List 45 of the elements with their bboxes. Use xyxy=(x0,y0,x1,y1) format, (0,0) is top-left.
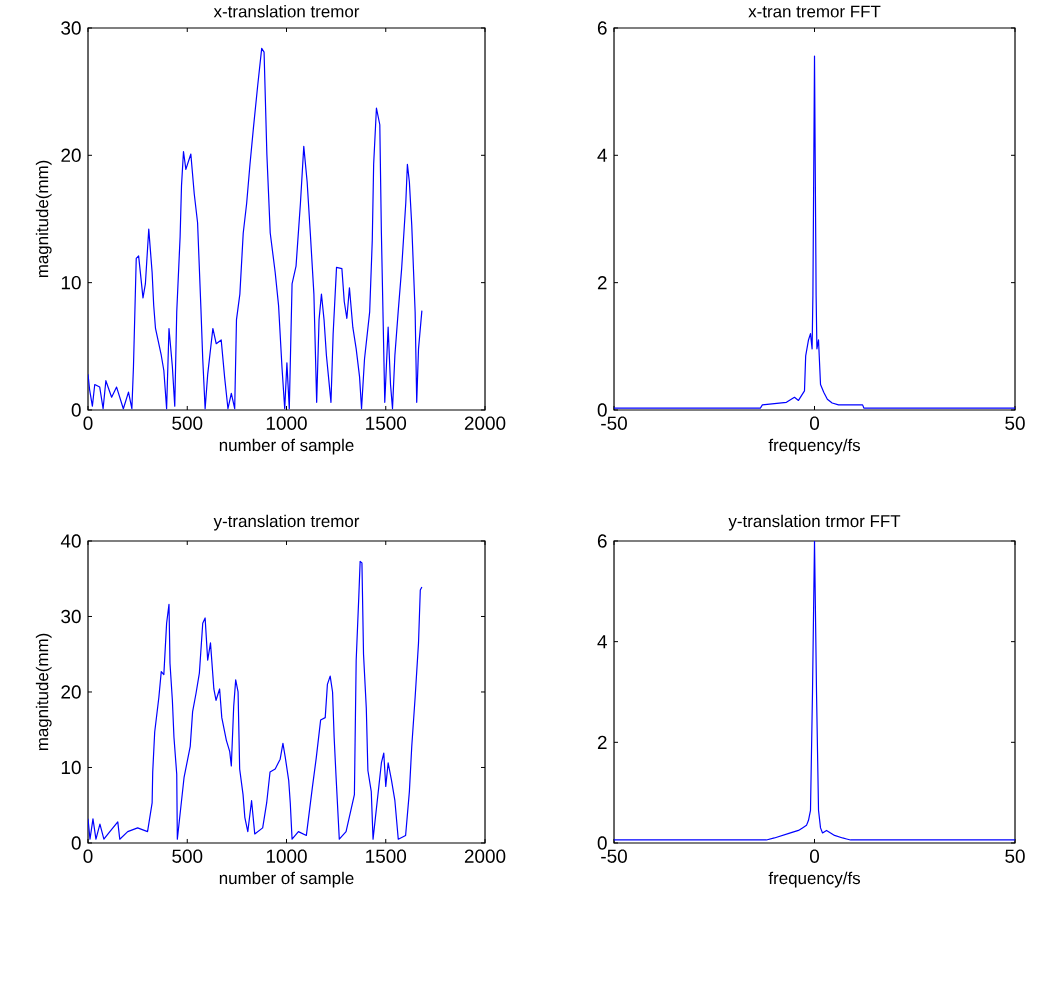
y-tick-label: 6 xyxy=(597,21,607,35)
x-axis-title: frequency/fs xyxy=(768,438,861,455)
x-axis-title: number of sample xyxy=(219,438,354,455)
chart-title: x-tran tremor FFT xyxy=(748,5,881,18)
x-tick-label: 0 xyxy=(809,849,820,863)
x-tick-label: 500 xyxy=(172,416,203,430)
chart-title: y-translation tremor xyxy=(213,514,360,531)
chart-title: x-translation tremor xyxy=(213,5,360,18)
line-series xyxy=(88,47,423,410)
y-tick-label: 2 xyxy=(597,276,607,290)
x-tick-label: 0 xyxy=(83,849,93,863)
y-tick-label: 6 xyxy=(597,534,607,548)
y-tick-label: 10 xyxy=(61,275,81,290)
x-axis-title: number of sample xyxy=(219,871,354,888)
x-tick-label: -50 xyxy=(601,416,627,430)
y-tick-label: 10 xyxy=(61,760,81,775)
y-axis-title: magnitude(mm) xyxy=(35,633,52,751)
y-tick-label: 0 xyxy=(597,403,607,417)
x-tick-label: 500 xyxy=(172,849,203,863)
y-tick-label: 30 xyxy=(61,21,81,35)
x-tick-label: 1000 xyxy=(266,416,307,430)
x-tick-label: 1500 xyxy=(366,416,407,430)
y-tick-label: 20 xyxy=(61,148,81,163)
x-tick-label: 1500 xyxy=(366,849,407,863)
line-series xyxy=(88,560,423,840)
x-tick-label: 50 xyxy=(1005,849,1025,863)
y-tick-label: 0 xyxy=(71,403,81,417)
x-tick-label: 1000 xyxy=(266,849,307,863)
y-tick-label: 40 xyxy=(60,534,81,548)
y-tick-label: 0 xyxy=(71,836,81,850)
x-tick-label: 2000 xyxy=(464,416,506,430)
y-tick-label: 20 xyxy=(61,685,81,699)
y-axis-title: magnitude(mm) xyxy=(35,160,52,278)
x-tick-label: 2000 xyxy=(464,849,506,863)
x-tick-label: 50 xyxy=(1005,416,1025,430)
y-tick-label: 2 xyxy=(597,735,607,749)
y-tick-label: 30 xyxy=(61,609,81,624)
x-tick-label: 0 xyxy=(809,416,820,430)
y-tick-label: 4 xyxy=(597,635,607,649)
chart-title: y-translation trmor FFT xyxy=(728,514,901,531)
x-tick-label: 0 xyxy=(83,416,93,430)
x-tick-label: -50 xyxy=(601,849,627,863)
y-tick-label: 4 xyxy=(597,148,607,162)
y-tick-label: 0 xyxy=(597,836,607,850)
x-axis-title: frequency/fs xyxy=(768,871,861,888)
